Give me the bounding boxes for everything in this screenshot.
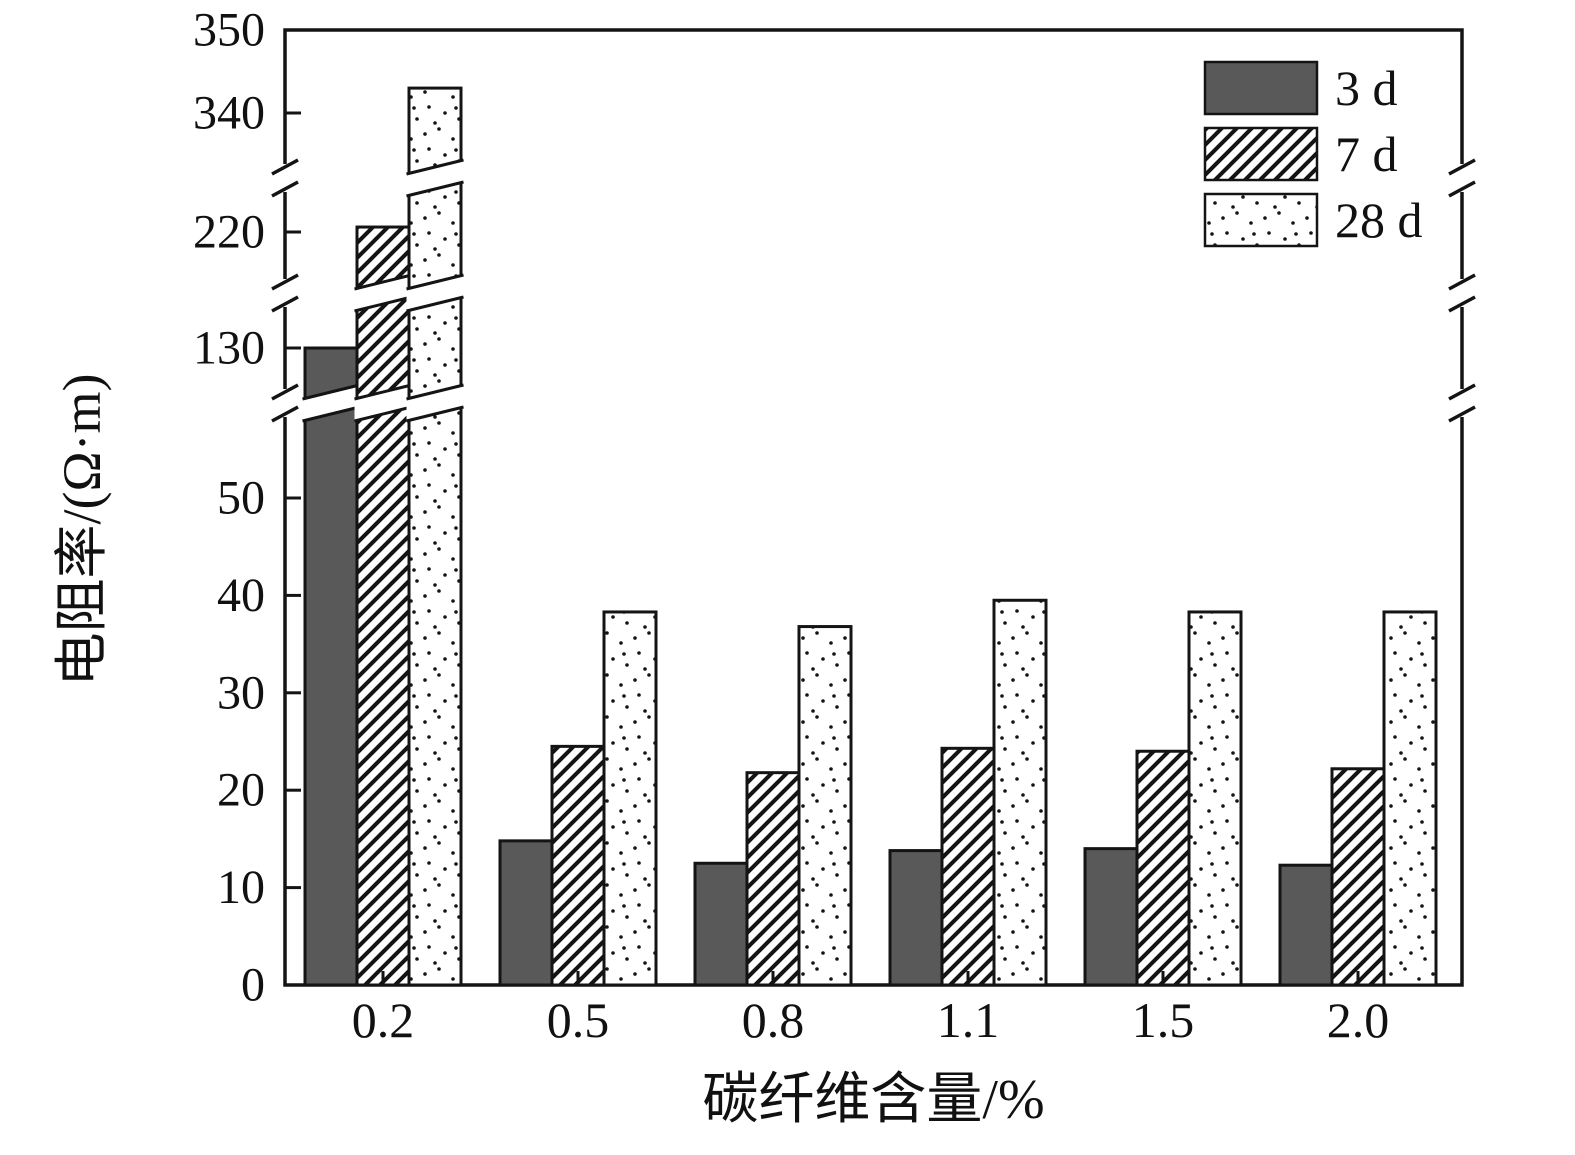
x-tick-label: 2.0 [1327,992,1390,1048]
y-axis-title: 电阻率/(Ω·m) [52,373,112,686]
bar-28d-0.8 [797,625,853,987]
bar-break-gap [406,275,464,311]
legend-label-1: 3 d [1335,60,1398,116]
bar-break-gap [302,385,360,421]
bar-break-gap [406,385,464,421]
bar-3d-0.2 [303,346,359,987]
bar-break-gap [406,160,464,196]
y-axis: 0 10 20 30 40 50 130 220 340 350 [193,4,301,1012]
x-tick-label: 0.8 [742,992,805,1048]
y-tick-label: 350 [193,4,265,57]
y-tick-label: 30 [217,666,265,719]
bar-28d-1.5 [1187,610,1243,987]
bar-28d-2.0 [1382,610,1438,987]
legend-swatch-2 [1203,126,1319,182]
y-tick-label: 50 [217,472,265,525]
bar-break-gap [354,275,412,311]
plot-border [283,28,1464,987]
x-axis-title: 碳纤维含量/% [702,1069,1044,1131]
bar-3d-1.5 [1083,847,1139,987]
y-tick-label: 130 [193,322,265,375]
bar-3d-2.0 [1278,863,1334,987]
legend-label-2: 7 d [1335,126,1398,182]
legend: 3 d 7 d 28 d [1203,60,1423,248]
bar-3d-0.8 [693,861,749,987]
bar-3d-0.5 [498,839,554,987]
y-tick-label: 40 [217,569,265,622]
x-tick-label: 0.2 [352,992,415,1048]
bar-28d-0.5 [602,610,658,987]
legend-swatch-1 [1203,60,1319,116]
x-tick-label: 0.5 [547,992,610,1048]
bar-28d-1.1 [992,598,1048,987]
y-tick-label: 10 [217,861,265,914]
y-tick-label: 340 [193,87,265,140]
bar-3d-1.1 [888,849,944,987]
bar-7d-0.5 [550,744,606,987]
bar-7d-1.1 [940,746,996,987]
x-tick-label: 1.5 [1132,992,1195,1048]
y-tick-label: 20 [217,764,265,817]
x-tick-label: 1.1 [937,992,1000,1048]
bar-7d-2.0 [1330,767,1386,987]
legend-label-3: 28 d [1335,192,1423,248]
bar-28d-0.2 [407,86,463,987]
bars [302,86,1438,987]
bar-7d-1.5 [1135,749,1191,987]
y-tick-label: 220 [193,206,265,259]
axis-break-marks [271,158,1476,423]
legend-swatch-3 [1203,192,1319,248]
bar-break-gap [354,385,412,421]
bar-7d-0.8 [745,771,801,987]
bar-7d-0.2 [355,225,411,987]
x-axis: 0.2 0.5 0.8 1.1 1.5 2.0 [352,971,1390,1048]
y-tick-label: 0 [241,959,265,1012]
